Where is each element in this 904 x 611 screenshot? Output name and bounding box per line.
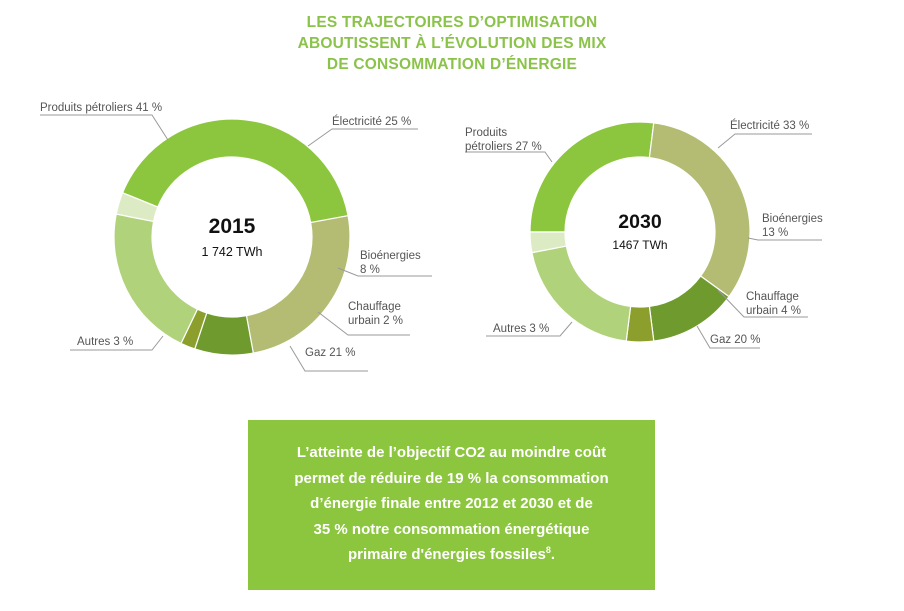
center-year-label: 2030 bbox=[618, 211, 662, 233]
callout-line: L’atteinte de l’objectif CO2 au moindre … bbox=[296, 444, 607, 461]
leader-line bbox=[696, 325, 760, 349]
slice-label: Électricité 25 % bbox=[332, 115, 411, 128]
leader-line bbox=[486, 321, 573, 337]
slice-label: Autres 3 % bbox=[493, 323, 549, 335]
title-line: ABOUTISSENT À L’ÉVOLUTION DES MIX bbox=[297, 35, 607, 52]
slice-label: Chauffage urbain 2 % bbox=[348, 301, 403, 327]
leader-line bbox=[289, 345, 368, 372]
slice-label: Produits pétroliers 27 % bbox=[465, 127, 542, 153]
center-year-label: 2015 bbox=[209, 215, 256, 238]
callout-line: 35 % notre consommation énergétique bbox=[313, 520, 590, 538]
slice-label: Bioénergies 8 % bbox=[360, 250, 421, 276]
leader-line bbox=[337, 267, 432, 277]
center-total-label: 1 742 TWh bbox=[202, 245, 263, 259]
callout-period: . bbox=[550, 546, 555, 563]
slice-label: Gaz 20 % bbox=[710, 334, 761, 346]
leader-line bbox=[307, 128, 418, 147]
page-title: LES TRAJECTOIRES D’OPTIMISATION ABOUTISS… bbox=[0, 12, 904, 75]
slice-label: Autres 3 % bbox=[77, 336, 133, 348]
title-line: DE CONSOMMATION D’ÉNERGIE bbox=[326, 56, 578, 73]
donut-slice bbox=[115, 192, 159, 223]
callout-line: permet de réduire de 19 % la consommatio… bbox=[294, 469, 609, 487]
slice-label: Électricité 33 % bbox=[730, 119, 809, 132]
leader-line bbox=[717, 289, 808, 318]
slice-label: Gaz 21 % bbox=[305, 347, 356, 359]
callout-line: primaire d'énergies fossiles bbox=[347, 546, 546, 563]
callout-box: L’atteinte de l’objectif CO2 au moindre … bbox=[248, 420, 655, 590]
slice-label: Bioénergies 13 % bbox=[762, 213, 823, 239]
slice-label: Chauffage urbain 4 % bbox=[746, 291, 801, 317]
donut-slice bbox=[648, 122, 751, 298]
donut-slice bbox=[245, 215, 351, 354]
leader-line bbox=[317, 311, 410, 336]
leader-line bbox=[465, 151, 553, 163]
leader-line bbox=[40, 114, 169, 141]
footnote-marker: 8 bbox=[545, 545, 551, 555]
leader-line bbox=[70, 335, 164, 351]
slice-label: Produits pétroliers 41 % bbox=[40, 102, 162, 114]
leader-line bbox=[747, 237, 822, 241]
donut-slice bbox=[121, 118, 349, 224]
leader-line bbox=[717, 133, 812, 149]
title-line: LES TRAJECTOIRES D’OPTIMISATION bbox=[306, 14, 598, 31]
donut-slice bbox=[529, 231, 568, 254]
donut-slice bbox=[113, 213, 199, 345]
callout-line: d’énergie finale entre 2012 et 2030 et d… bbox=[310, 495, 593, 512]
center-total-label: 1467 TWh bbox=[612, 238, 667, 252]
callout-line-last: primaire d'énergies fossiles8. bbox=[262, 542, 641, 568]
